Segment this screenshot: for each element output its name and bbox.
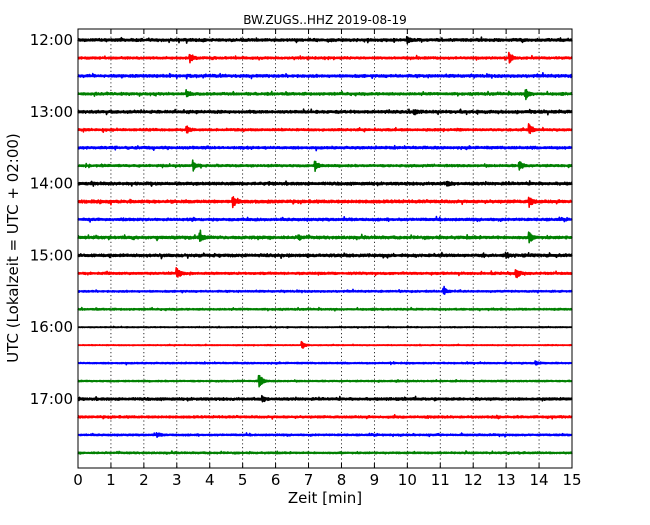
seismic-trace [77, 51, 573, 64]
seismic-trace [77, 123, 573, 135]
seismic-trace [77, 159, 573, 172]
x-tick-label: 14 [530, 471, 549, 489]
y-axis-label: UTC (Lokalzeit = UTC + 02:00) [4, 133, 22, 363]
seismic-trace [77, 71, 573, 80]
y-tick-label: 17:00 [30, 390, 73, 408]
x-tick-label: 8 [337, 471, 347, 489]
y-tick-label: 16:00 [30, 318, 73, 336]
chart-title: BW.ZUGS..HHZ 2019-08-19 [243, 13, 406, 27]
x-tick-label: 0 [73, 471, 83, 489]
x-axis-label: Zeit [min] [288, 489, 362, 507]
x-tick-label: 15 [562, 471, 581, 489]
seismic-trace [77, 196, 573, 209]
x-tick-label: 1 [106, 471, 116, 489]
x-tick-label: 10 [398, 471, 417, 489]
x-tick-label: 12 [464, 471, 483, 489]
y-tick-label: 14:00 [30, 175, 73, 193]
x-tick-label: 7 [304, 471, 314, 489]
seismic-trace [77, 374, 573, 388]
seismic-trace [77, 325, 573, 329]
seismic-trace [77, 144, 573, 152]
x-tick-label: 11 [431, 471, 450, 489]
grid-lines [110, 29, 540, 468]
y-tick-label: 15:00 [30, 246, 73, 264]
seismic-trace [77, 35, 573, 45]
axes: 0 1 2 3 4 5 6 7 8 9 10 11 12 13 14 1512:0013:0014:0015:… [30, 29, 582, 489]
x-tick-label: 13 [497, 471, 516, 489]
seismic-trace [77, 251, 573, 260]
seismic-trace [77, 266, 573, 279]
seismic-trace [77, 215, 573, 223]
seismic-trace [77, 306, 573, 312]
seismic-trace [77, 285, 573, 295]
seismic-trace [77, 360, 573, 366]
seismic-trace [77, 450, 573, 455]
seismic-trace [77, 413, 573, 420]
seismic-trace [77, 180, 573, 187]
seismic-trace [77, 108, 573, 116]
seismic-trace [77, 229, 573, 244]
plot-frame [77, 28, 573, 469]
x-tick-label: 5 [238, 471, 248, 489]
x-tick-label: 6 [271, 471, 281, 489]
x-tick-label: 9 [370, 471, 380, 489]
y-tick-label: 13:00 [30, 103, 73, 121]
y-tick-label: 12:00 [30, 31, 73, 49]
x-tick-label: 2 [139, 471, 149, 489]
seismic-trace [77, 431, 573, 438]
x-tick-label: 3 [172, 471, 182, 489]
seismic-trace [77, 340, 573, 349]
seismic-trace [77, 88, 573, 101]
x-tick-label: 4 [205, 471, 215, 489]
seismic-trace [77, 394, 573, 403]
traces [77, 35, 573, 455]
